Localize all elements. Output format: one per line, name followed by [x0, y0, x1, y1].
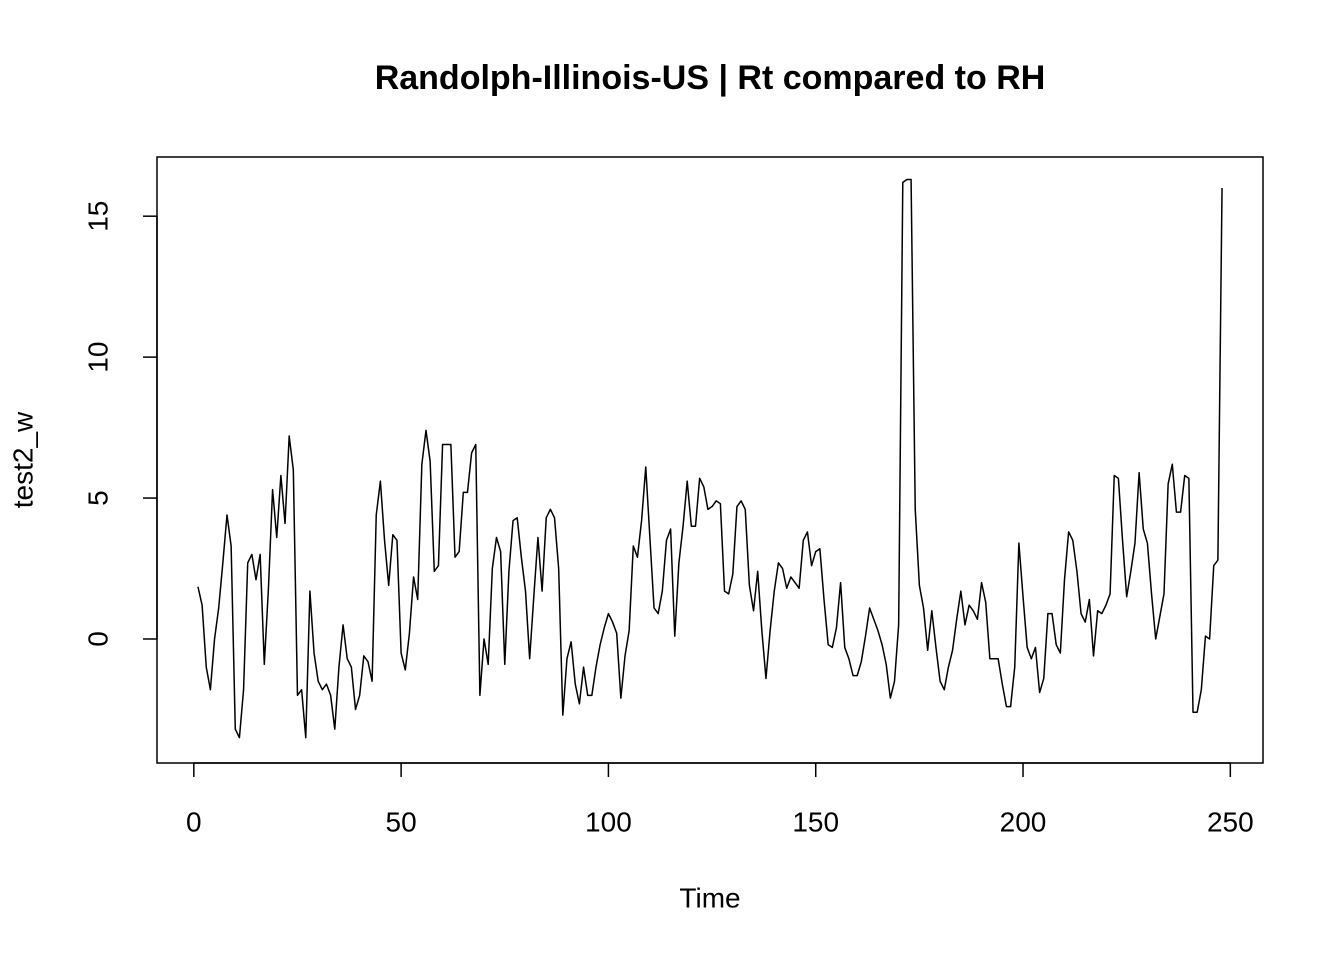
plot-box [156, 156, 1264, 764]
x-axis-label: Time [679, 882, 740, 913]
chart-title: Randolph-Illinois-US | Rt compared to RH [375, 59, 1046, 97]
y-axis-label: test2_w [7, 411, 38, 508]
series-line [197, 178, 1223, 739]
x-tick-label: 150 [792, 806, 839, 837]
y-tick-label: 0 [82, 631, 113, 647]
y-tick-label: 15 [82, 201, 113, 232]
x-tick-label: 100 [585, 806, 632, 837]
y-tick-label: 5 [82, 490, 113, 506]
x-tick-label: 50 [386, 806, 417, 837]
x-tick-label: 200 [1000, 806, 1047, 837]
y-tick-label: 10 [82, 342, 113, 373]
x-tick-label: 250 [1207, 806, 1254, 837]
x-tick-label: 0 [186, 806, 202, 837]
